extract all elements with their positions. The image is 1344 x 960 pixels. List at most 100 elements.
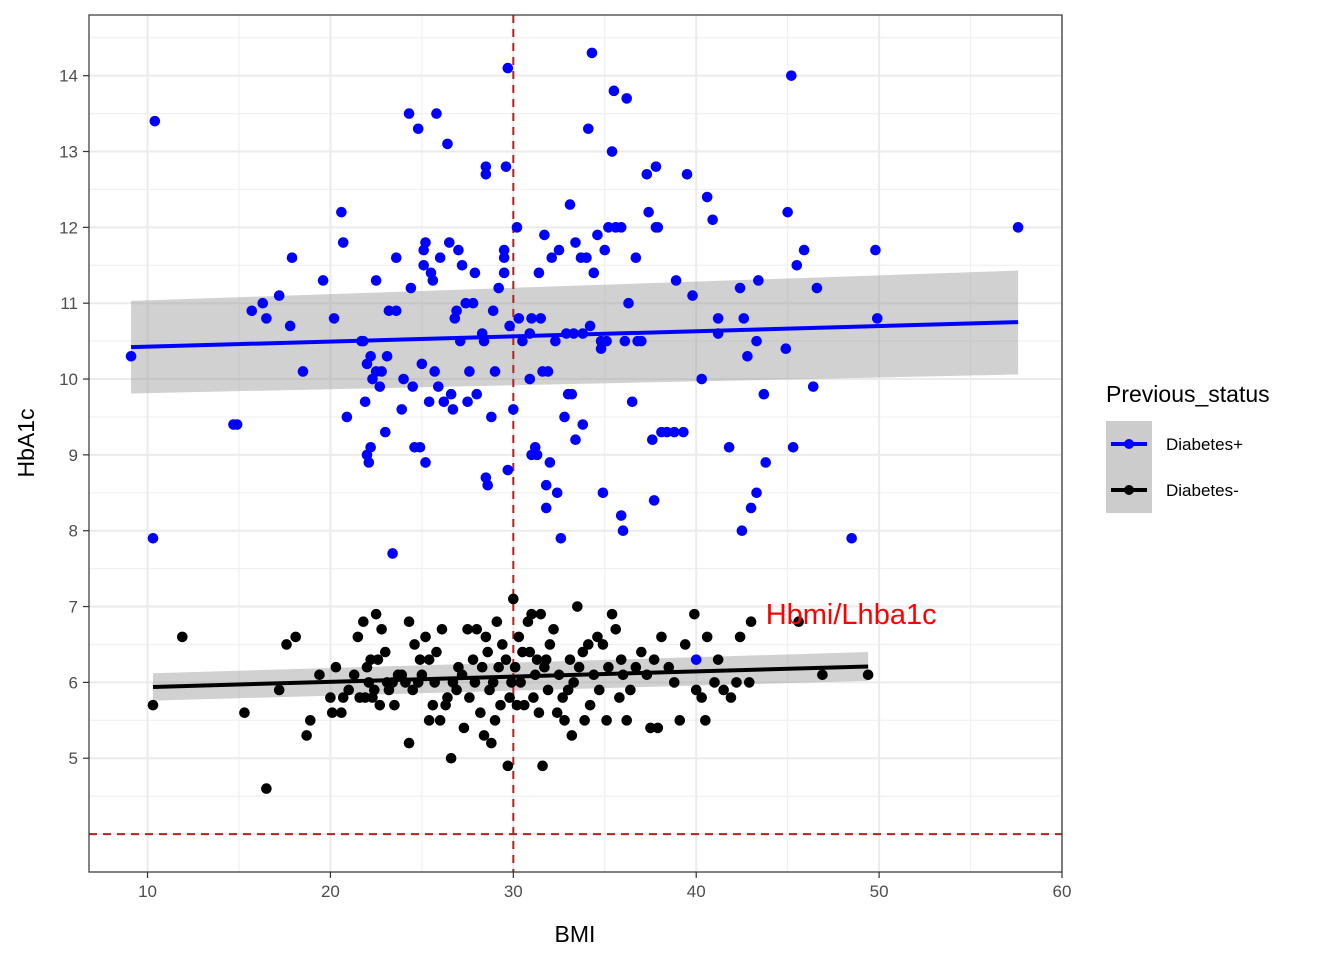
data-point-diabetes-plus	[257, 297, 269, 309]
data-point-diabetes-minus	[542, 684, 554, 696]
data-point-diabetes-plus	[284, 320, 296, 332]
data-point-diabetes-plus	[690, 654, 702, 665]
data-point-diabetes-minus	[606, 608, 618, 620]
data-point-diabetes-minus	[336, 707, 347, 719]
data-point-diabetes-plus	[363, 457, 375, 468]
data-point-diabetes-minus	[500, 654, 512, 665]
data-point-diabetes-minus	[573, 661, 585, 673]
data-point-diabetes-plus	[469, 267, 481, 279]
data-point-diabetes-plus	[416, 358, 428, 370]
data-point-diabetes-plus	[584, 320, 596, 332]
data-point-diabetes-minus	[326, 707, 338, 719]
data-point-diabetes-plus	[606, 146, 618, 157]
data-point-diabetes-minus	[862, 669, 874, 681]
data-point-diabetes-plus	[370, 275, 382, 286]
data-point-diabetes-minus	[358, 616, 369, 628]
data-point-diabetes-minus	[442, 692, 453, 703]
data-point-diabetes-minus	[343, 684, 355, 696]
data-point-diabetes-plus	[434, 252, 446, 263]
data-point-diabetes-minus	[592, 631, 603, 643]
data-point-diabetes-plus	[670, 275, 682, 286]
data-point-diabetes-plus	[780, 343, 792, 354]
data-point-diabetes-plus	[471, 388, 483, 400]
legend: Previous_status Diabetes+ Diabetes-	[1106, 381, 1270, 513]
data-point-diabetes-plus	[643, 206, 654, 218]
data-point-diabetes-minus	[239, 707, 250, 719]
data-point-diabetes-plus	[807, 381, 819, 392]
data-point-diabetes-plus	[687, 290, 698, 301]
data-point-diabetes-minus	[745, 616, 757, 628]
data-point-diabetes-plus	[599, 244, 611, 256]
data-point-diabetes-plus	[405, 282, 417, 294]
data-point-diabetes-plus	[482, 479, 494, 491]
trend-lines	[131, 320, 1019, 689]
data-point-diabetes-plus	[464, 366, 475, 377]
data-point-diabetes-minus	[701, 631, 713, 643]
x-axis-title: BMI	[555, 921, 596, 947]
data-point-diabetes-minus	[436, 624, 448, 635]
data-point-diabetes-plus	[337, 237, 349, 248]
data-point-diabetes-plus	[398, 373, 409, 385]
data-point-diabetes-minus	[630, 661, 642, 673]
data-point-diabetes-minus	[593, 684, 605, 696]
data-point-diabetes-minus	[689, 608, 700, 620]
data-point-diabetes-plus	[668, 426, 680, 438]
y-tick-label: 5	[69, 749, 78, 768]
data-point-diabetes-minus	[445, 752, 457, 764]
data-point-diabetes-minus	[369, 684, 380, 696]
data-point-diabetes-minus	[535, 608, 547, 620]
data-point-diabetes-plus	[246, 305, 258, 317]
data-point-diabetes-plus	[846, 533, 857, 544]
data-point-diabetes-plus	[546, 252, 558, 263]
x-tick-label: 30	[504, 882, 523, 901]
data-point-diabetes-minus	[636, 646, 647, 658]
data-point-diabetes-plus	[630, 252, 642, 263]
y-tick-label: 9	[69, 446, 78, 465]
data-point-diabetes-minus	[352, 631, 364, 643]
data-point-diabetes-plus	[696, 373, 707, 385]
data-point-diabetes-minus	[403, 616, 415, 628]
data-point-diabetes-plus	[678, 426, 689, 438]
data-point-diabetes-plus	[261, 313, 272, 324]
data-point-diabetes-minus	[526, 608, 537, 620]
data-point-diabetes-plus	[787, 441, 799, 453]
data-point-diabetes-minus	[601, 715, 612, 726]
data-point-diabetes-plus	[407, 381, 419, 392]
x-tick-label: 20	[321, 882, 340, 901]
data-point-diabetes-plus	[480, 168, 492, 180]
data-point-diabetes-minus	[603, 661, 614, 673]
y-tick-label: 10	[59, 370, 78, 389]
data-point-diabetes-minus	[486, 737, 497, 749]
data-point-diabetes-plus	[447, 404, 459, 415]
data-point-diabetes-minus	[540, 654, 552, 665]
data-point-diabetes-minus	[506, 677, 517, 688]
data-point-diabetes-minus	[709, 677, 720, 688]
data-point-diabetes-plus	[617, 525, 629, 537]
data-point-diabetes-plus	[486, 411, 497, 423]
data-point-diabetes-minus	[743, 677, 755, 688]
data-point-diabetes-plus	[811, 282, 823, 294]
x-axis-ticks: 10 20 30 40 50 60	[138, 872, 1071, 901]
data-point-diabetes-minus	[645, 722, 656, 734]
data-point-diabetes-plus	[608, 85, 620, 97]
data-point-diabetes-minus	[407, 684, 419, 696]
data-point-diabetes-plus	[508, 404, 519, 415]
data-point-diabetes-plus	[782, 206, 793, 218]
data-point-diabetes-minus	[365, 654, 376, 665]
y-axis-title: HbA1c	[13, 408, 39, 477]
data-point-diabetes-minus	[548, 624, 559, 635]
data-point-diabetes-minus	[427, 699, 439, 711]
data-point-diabetes-plus	[581, 252, 592, 263]
data-point-diabetes-plus	[147, 533, 159, 544]
data-point-diabetes-plus	[500, 161, 512, 172]
data-point-diabetes-plus	[652, 222, 664, 233]
data-point-diabetes-plus	[870, 244, 881, 256]
data-point-diabetes-plus	[555, 533, 567, 544]
data-point-diabetes-minus	[508, 593, 519, 605]
data-point-diabetes-plus	[403, 108, 415, 119]
data-point-diabetes-plus	[758, 388, 770, 400]
y-tick-label: 14	[59, 67, 78, 86]
x-tick-label: 10	[138, 882, 157, 901]
data-point-diabetes-plus	[504, 320, 515, 332]
data-point-diabetes-minus	[668, 677, 680, 688]
